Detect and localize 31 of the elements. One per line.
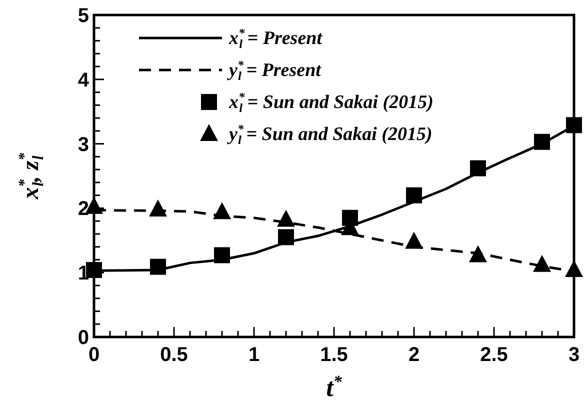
point bbox=[534, 134, 550, 150]
y-tick-label: 4 bbox=[78, 69, 90, 92]
point bbox=[406, 187, 422, 204]
legend-label: y$^{*}$$_{l}$ = Sun and Sakai (2015) bbox=[227, 122, 432, 147]
y-tick-label: 0 bbox=[78, 327, 89, 349]
legend-label: y$^{*}$$_{l}$ = Present bbox=[227, 58, 322, 83]
y-tick-label: 3 bbox=[78, 134, 89, 156]
x-axis-title: t$^{*}$ bbox=[326, 372, 342, 402]
point bbox=[214, 247, 230, 264]
y-tick-label: 1 bbox=[78, 262, 89, 285]
y-tick-label: 2 bbox=[78, 198, 89, 220]
x-tick-label: 0.5 bbox=[160, 344, 188, 366]
x-tick-label: 1.5 bbox=[320, 344, 348, 366]
legend-label: x$^{*}$$_{l}$ = Sun and Sakai (2015) bbox=[228, 90, 434, 115]
point bbox=[149, 199, 167, 216]
point bbox=[213, 202, 231, 220]
x-tick-label: 1 bbox=[248, 344, 260, 366]
point bbox=[469, 245, 487, 262]
legend-label: x$^{*}$$_{l}$ = Present bbox=[228, 26, 323, 51]
y-tick-label: 5 bbox=[78, 5, 89, 27]
point bbox=[470, 160, 486, 176]
x-tick-label: 3 bbox=[568, 344, 580, 366]
point bbox=[277, 210, 295, 227]
point bbox=[278, 229, 294, 246]
point bbox=[533, 254, 551, 272]
point bbox=[566, 117, 582, 134]
point bbox=[565, 260, 583, 278]
point bbox=[150, 258, 166, 275]
x-tick-label: 2.5 bbox=[480, 344, 508, 366]
point bbox=[405, 232, 423, 249]
x-tick-label: 2 bbox=[408, 344, 420, 366]
